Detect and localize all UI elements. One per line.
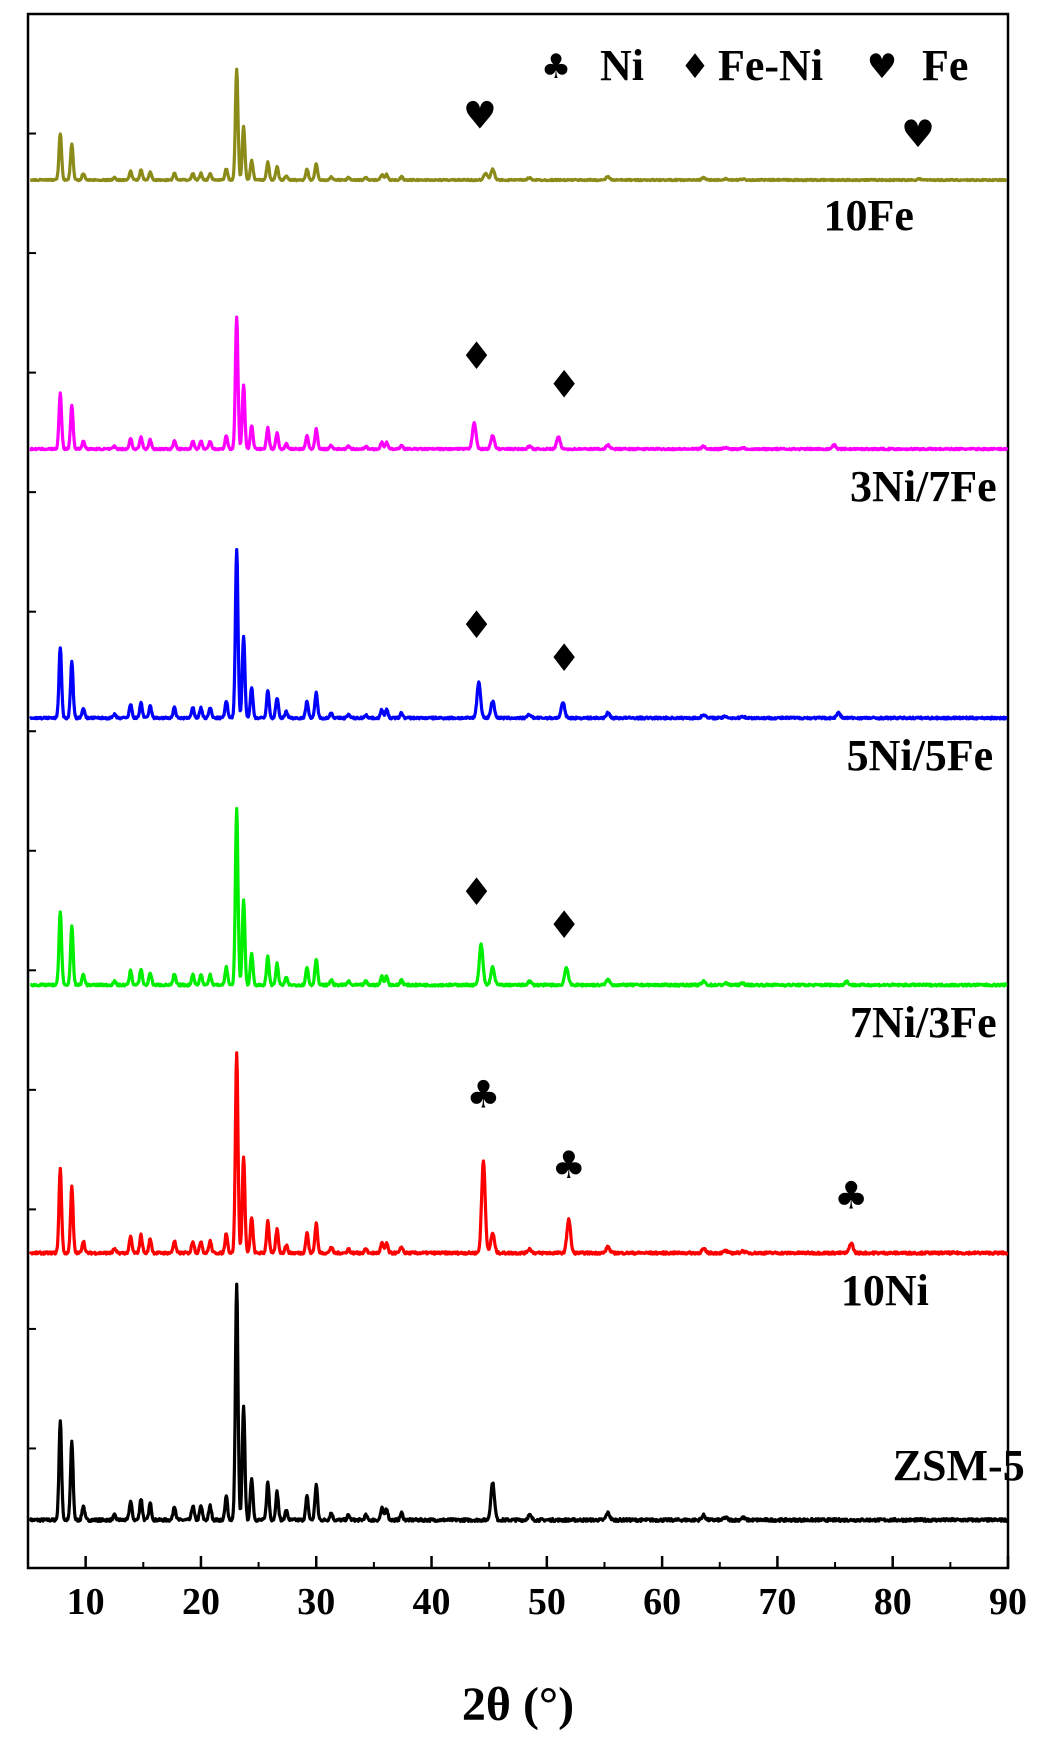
x-tick-label: 70 — [758, 1581, 796, 1623]
phase-marker: ♥ — [463, 93, 497, 137]
x-tick-label: 90 — [989, 1581, 1027, 1623]
phase-marker: ♦ — [459, 603, 493, 647]
series-line — [28, 1282, 1009, 1523]
legend-label: Ni — [600, 41, 644, 90]
series-layer: ZSM-5 ♣ ♣ ♣ 10Ni ♦ ♦ 7Ni/3Fe ♦ ♦ 5Ni/5Fe ♦ ♦ 3Ni/7Fe ♥… — [28, 67, 1025, 1523]
series-5ni-5fe: ♦ ♦ 5Ni/5Fe — [29, 548, 1008, 780]
phase-marker: ♦ — [459, 870, 493, 914]
series-zsm-5: ZSM-5 — [28, 1282, 1025, 1523]
series-10ni: ♣ ♣ ♣ 10Ni — [28, 1051, 1009, 1315]
series-line — [28, 1051, 1009, 1256]
legend-label: Fe — [922, 41, 968, 90]
series-line — [29, 315, 1009, 452]
series-line — [29, 67, 1008, 183]
series-label: 10Ni — [841, 1266, 929, 1315]
phase-marker: ♦ — [547, 362, 581, 406]
x-tick-label: 60 — [643, 1581, 681, 1623]
legend-symbol: ♥ — [867, 47, 897, 87]
series-label: ZSM-5 — [893, 1441, 1025, 1490]
x-axis-title: 2θ (°) — [462, 1678, 574, 1731]
phase-marker: ♣ — [552, 1143, 586, 1187]
x-axis-ticks: 10 20 30 40 50 60 70 80 90 — [28, 132, 1027, 1623]
x-tick-label: 30 — [297, 1581, 335, 1623]
x-tick-label: 10 — [67, 1581, 105, 1623]
phase-marker: ♦ — [459, 334, 493, 378]
x-tick-label: 80 — [874, 1581, 912, 1623]
x-tick-label: 50 — [528, 1581, 566, 1623]
series-7ni-3fe: ♦ ♦ 7Ni/3Fe — [29, 807, 1008, 1047]
phase-marker: ♣ — [466, 1072, 500, 1116]
series-line — [29, 807, 1008, 988]
x-tick-label: 40 — [413, 1581, 451, 1623]
legend-symbol: ♣ — [541, 47, 571, 87]
series-label: 5Ni/5Fe — [847, 731, 994, 780]
legend-label: Fe-Ni — [718, 41, 823, 90]
series-line — [29, 548, 1008, 721]
plot-frame — [26, 12, 1010, 1570]
series-10fe: ♥ ♥ 10Fe — [29, 67, 1008, 240]
phase-marker: ♥ — [901, 112, 935, 156]
legend: ♣ Ni ♦ Fe-Ni ♥ Fe — [541, 41, 969, 90]
series-label: 7Ni/3Fe — [850, 998, 997, 1047]
x-tick-label: 20 — [182, 1581, 220, 1623]
series-label: 3Ni/7Fe — [850, 462, 997, 511]
phase-marker: ♦ — [547, 903, 581, 947]
series-label: 10Fe — [824, 191, 914, 240]
phase-marker: ♣ — [834, 1173, 868, 1217]
series-3ni-7fe: ♦ ♦ 3Ni/7Fe — [29, 315, 1009, 511]
legend-symbol: ♦ — [680, 47, 710, 87]
phase-marker: ♦ — [547, 636, 581, 680]
